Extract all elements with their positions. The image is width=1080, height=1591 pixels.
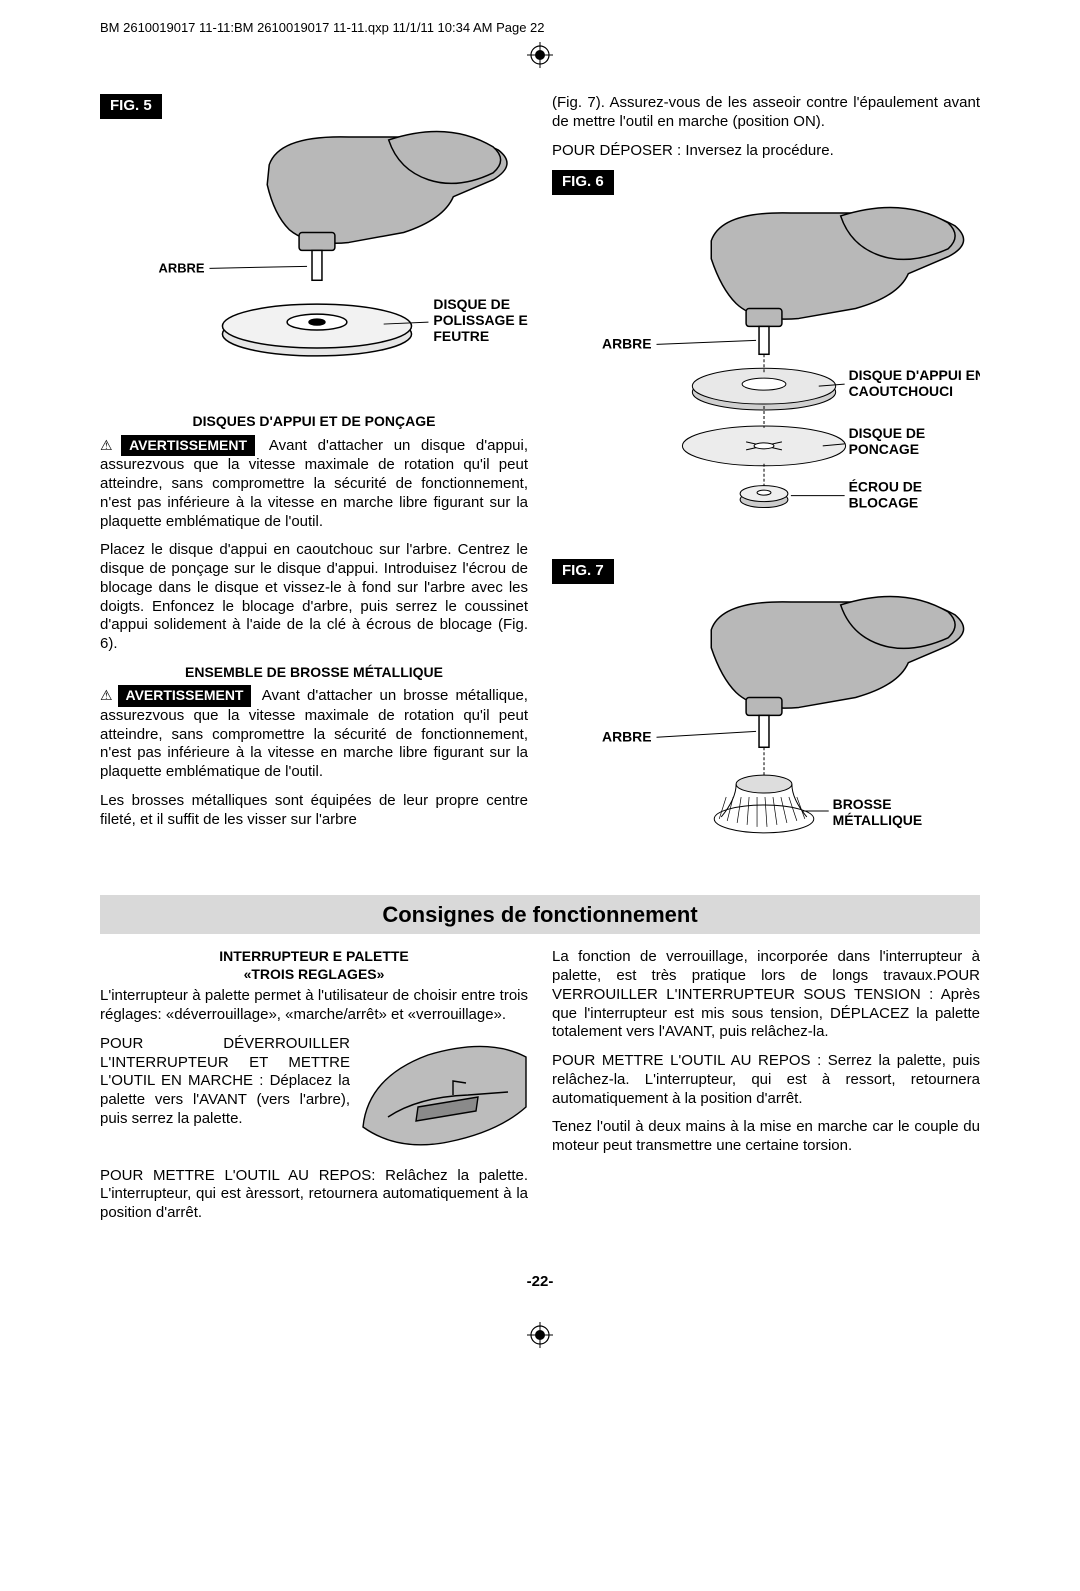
warning-label: AVERTISSEMENT	[121, 435, 255, 457]
svg-text:ARBRE: ARBRE	[602, 335, 652, 351]
warning-icon: ⚠	[100, 687, 116, 703]
p-brosses: Les brosses métalliques sont équipées de…	[100, 792, 528, 830]
fig6-label: FIG. 6	[552, 170, 614, 195]
svg-text:MÉTALLIQUE: MÉTALLIQUE	[833, 812, 922, 828]
p-placez: Placez le disque d'appui en caoutchouc s…	[100, 541, 528, 654]
page-header: BM 2610019017 11-11:BM 2610019017 11-11.…	[100, 20, 980, 36]
heading-brosse: ENSEMBLE DE BROSSE MÉTALLIQUE	[100, 664, 528, 682]
fig7-diagram: ARBRE	[552, 590, 980, 859]
fig5-label: FIG. 5	[100, 94, 162, 119]
svg-text:PONCAGE: PONCAGE	[849, 441, 919, 457]
warn2-paragraph: ⚠AVERTISSEMENT Avant d'attacher un bross…	[100, 685, 528, 782]
p-intro-right: (Fig. 7). Assurez-vous de les asseoir co…	[552, 94, 980, 132]
switch-detail-image	[358, 1037, 528, 1163]
heading-interrupteur-l2: «TROIS REGLAGES»	[244, 966, 385, 982]
section-banner: Consignes de fonctionnement	[100, 895, 980, 935]
svg-text:ARBRE: ARBRE	[159, 260, 205, 275]
svg-text:ARBRE: ARBRE	[602, 728, 652, 744]
warning-label: AVERTISSEMENT	[118, 685, 252, 707]
page-number: -22-	[100, 1273, 980, 1292]
svg-text:FEUTRE: FEUTRE	[433, 328, 489, 344]
warn1-paragraph: ⚠AVERTISSEMENT Avant d'attacher un disqu…	[100, 435, 528, 532]
svg-text:DISQUE DE: DISQUE DE	[433, 296, 510, 312]
heading-interrupteur-l1: INTERRUPTEUR E PALETTE	[219, 948, 409, 964]
p-int1: L'interrupteur à palette permet à l'util…	[100, 987, 528, 1025]
p-int-r3: Tenez l'outil à deux mains à la mise en …	[552, 1118, 980, 1156]
registration-mark-top	[100, 42, 980, 74]
svg-text:BLOCAGE: BLOCAGE	[849, 495, 919, 511]
svg-text:CAOUTCHOUCI: CAOUTCHOUCI	[849, 383, 953, 399]
warning-icon: ⚠	[100, 437, 119, 453]
svg-text:ÉCROU DE: ÉCROU DE	[849, 479, 922, 495]
svg-text:DISQUE DE: DISQUE DE	[849, 425, 926, 441]
heading-disques-appui: DISQUES D'APPUI ET DE PONÇAGE	[100, 413, 528, 431]
fig5-diagram: ARBRE DISQUE DE POLISSAGE EN FEUTRE	[100, 125, 528, 404]
svg-text:DISQUE D'APPUI EN: DISQUE D'APPUI EN	[849, 367, 980, 383]
p-deposer: POUR DÉPOSER : Inversez la procédure.	[552, 142, 980, 161]
svg-text:BROSSE: BROSSE	[833, 796, 892, 812]
fig6-diagram: ARBRE DISQUE D'APPUI EN CAOUTCHOUCI DISQ…	[552, 201, 980, 549]
p-int-r1: La fonction de verrouillage, incorporée …	[552, 948, 980, 1042]
registration-mark-bottom	[100, 1322, 980, 1354]
heading-interrupteur: INTERRUPTEUR E PALETTE «TROIS REGLAGES»	[100, 948, 528, 983]
p-int3: POUR METTRE L'OUTIL AU REPOS: Relâchez l…	[100, 1167, 528, 1223]
fig7-label: FIG. 7	[552, 559, 614, 584]
svg-text:POLISSAGE EN: POLISSAGE EN	[433, 312, 528, 328]
p-int-r2: POUR METTRE L'OUTIL AU REPOS : Serrez la…	[552, 1052, 980, 1108]
